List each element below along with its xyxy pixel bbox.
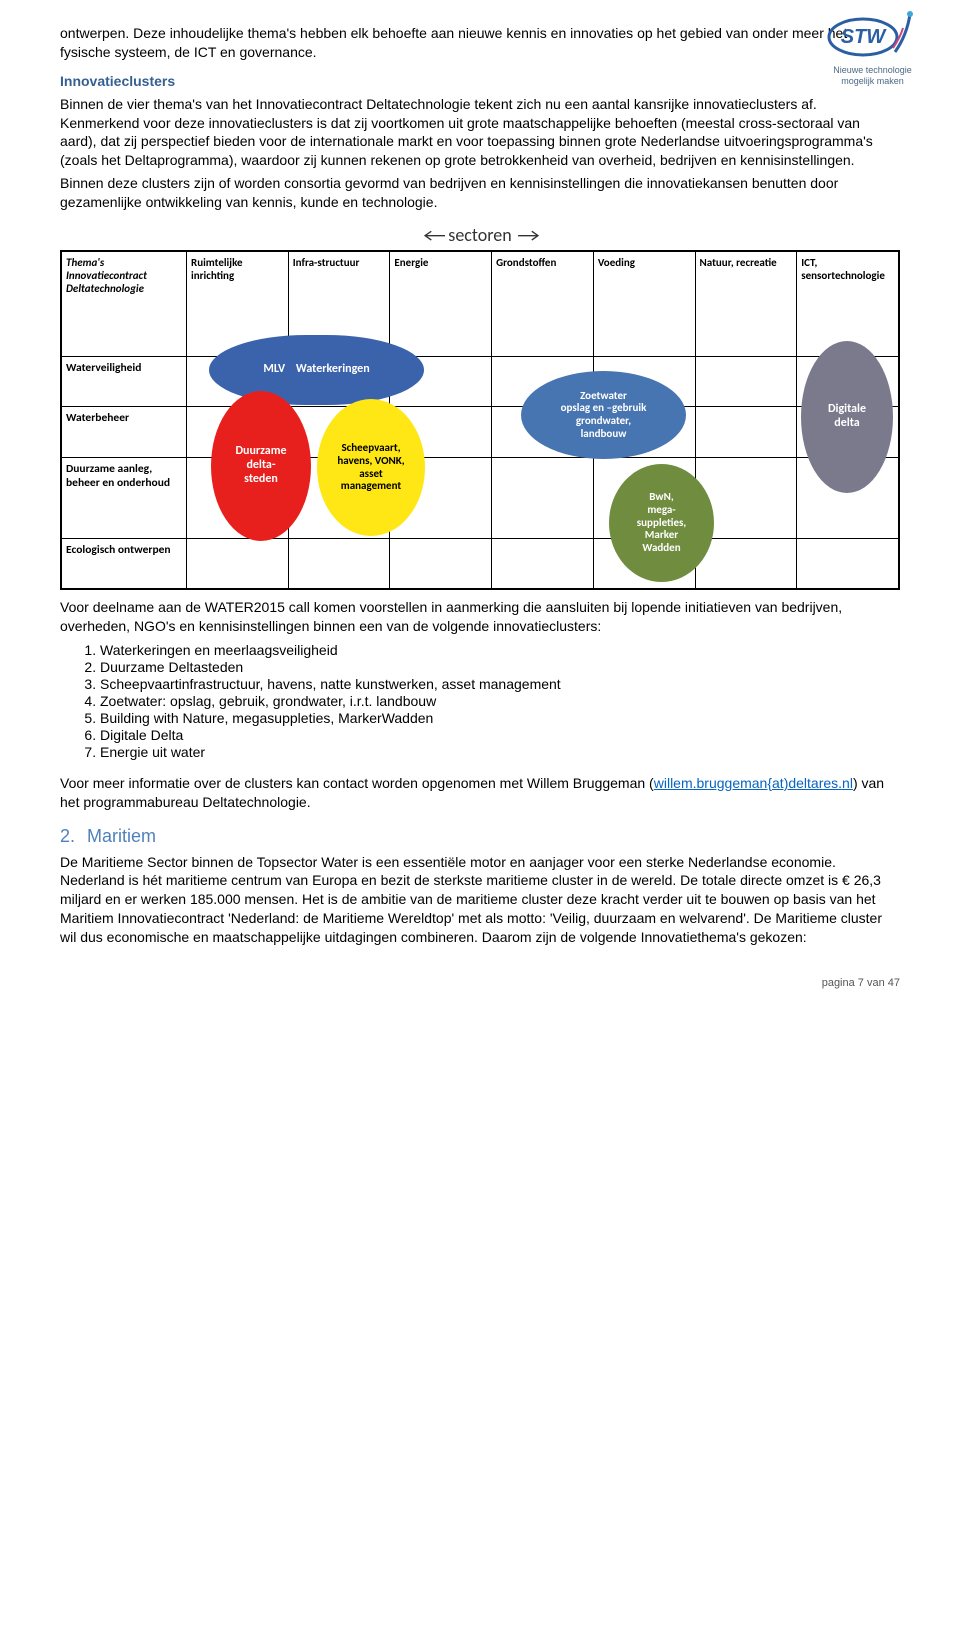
sectoren-header: ← sectoren → [60, 224, 900, 246]
svg-text:STW: STW [841, 26, 888, 48]
col-h-4: Voeding [593, 252, 695, 357]
row-h-1: Waterbeheer [62, 407, 187, 457]
contact-line: Voor meer informatie over de clusters ka… [60, 774, 900, 812]
heading-innovatieclusters: Innovatieclusters [60, 72, 900, 91]
cluster-item: Energie uit water [100, 744, 900, 760]
bubble-scheepvaart: Scheepvaart,havens, VONK,assetmanagement [317, 399, 425, 536]
cluster-item: Building with Nature, megasuppleties, Ma… [100, 710, 900, 726]
logo-tagline: Nieuwe technologie mogelijk maken [825, 65, 920, 87]
row-h-2: Duurzame aanleg, beheer en onderhoud [62, 457, 187, 538]
row-h-3: Ecologisch ontwerpen [62, 538, 187, 588]
logo-block: STW Nieuwe technologie mogelijk maken [825, 10, 920, 87]
page-footer: pagina 7 van 47 [60, 977, 900, 989]
contact-email-link[interactable]: willem.bruggeman{at)deltares.nl [654, 775, 853, 791]
maritiem-p: De Maritieme Sector binnen de Topsector … [60, 853, 900, 947]
cluster-item: Digitale Delta [100, 727, 900, 743]
stw-logo-icon: STW [825, 10, 920, 60]
sector-diagram: ← sectoren → Thema's Innovatiecontract D… [60, 224, 900, 590]
innovatie-p1: Binnen de vier thema's van het Innovatie… [60, 95, 900, 171]
after-diagram-p: Voor deelname aan de WATER2015 call kome… [60, 598, 900, 636]
diagram-grid: Thema's Innovatiecontract Deltatechnolog… [60, 250, 900, 590]
corner-label: Thema's Innovatiecontract Deltatechnolog… [62, 252, 187, 357]
cluster-item: Zoetwater: opslag, gebruik, grondwater, … [100, 693, 900, 709]
bubble-zoetwater: Zoetwateropslag en –gebruikgrondwater,la… [521, 371, 686, 459]
intro-paragraph: ontwerpen. Deze inhoudelijke thema's heb… [60, 24, 900, 62]
cluster-item: Duurzame Deltasteden [100, 659, 900, 675]
cluster-item: Waterkeringen en meerlaagsveiligheid [100, 642, 900, 658]
bubble-duurzame: Duurzamedelta-steden [211, 391, 311, 541]
bubble-mlv: MLV Waterkeringen [209, 335, 424, 405]
row-h-0: Waterveiligheid [62, 357, 187, 407]
col-h-5: Natuur, recreatie [695, 252, 797, 357]
bubble-digitale: Digitaledelta [801, 341, 893, 493]
cluster-list: Waterkeringen en meerlaagsveiligheid Duu… [100, 642, 900, 760]
innovatie-p2: Binnen deze clusters zijn of worden cons… [60, 174, 900, 212]
col-h-2: Energie [390, 252, 492, 357]
col-h-3: Grondstoffen [492, 252, 594, 357]
heading-maritiem: 2.Maritiem [60, 826, 900, 847]
bubble-bwn: BwN,mega-suppleties,MarkerWadden [609, 464, 714, 582]
cluster-item: Scheepvaartinfrastructuur, havens, natte… [100, 676, 900, 692]
